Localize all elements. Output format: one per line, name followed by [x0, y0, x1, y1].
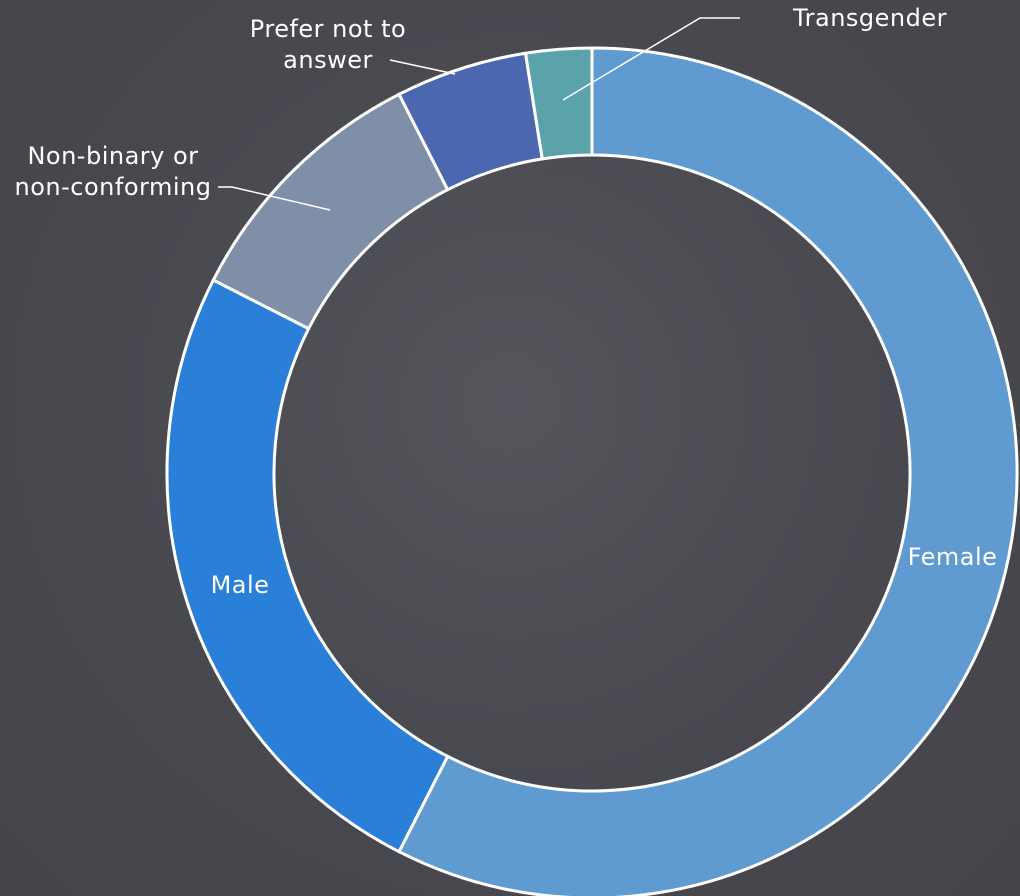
- slice-label: Female: [907, 543, 998, 571]
- slice-label: Transgender: [793, 4, 947, 32]
- leader-line: [562, 17, 740, 101]
- leader-line: [218, 186, 331, 211]
- slice-label: Non-binary or non-conforming: [14, 142, 212, 201]
- donut-slice: [523, 46, 594, 161]
- donut-slice: [165, 278, 450, 854]
- donut-slice: [397, 46, 1019, 896]
- donut-slice: [211, 92, 450, 331]
- slices: [165, 46, 1019, 896]
- slice-label: Prefer not to answer: [249, 15, 407, 74]
- slice-label: Male: [210, 571, 270, 599]
- leader-line: [389, 59, 456, 75]
- leader-lines: [218, 17, 740, 211]
